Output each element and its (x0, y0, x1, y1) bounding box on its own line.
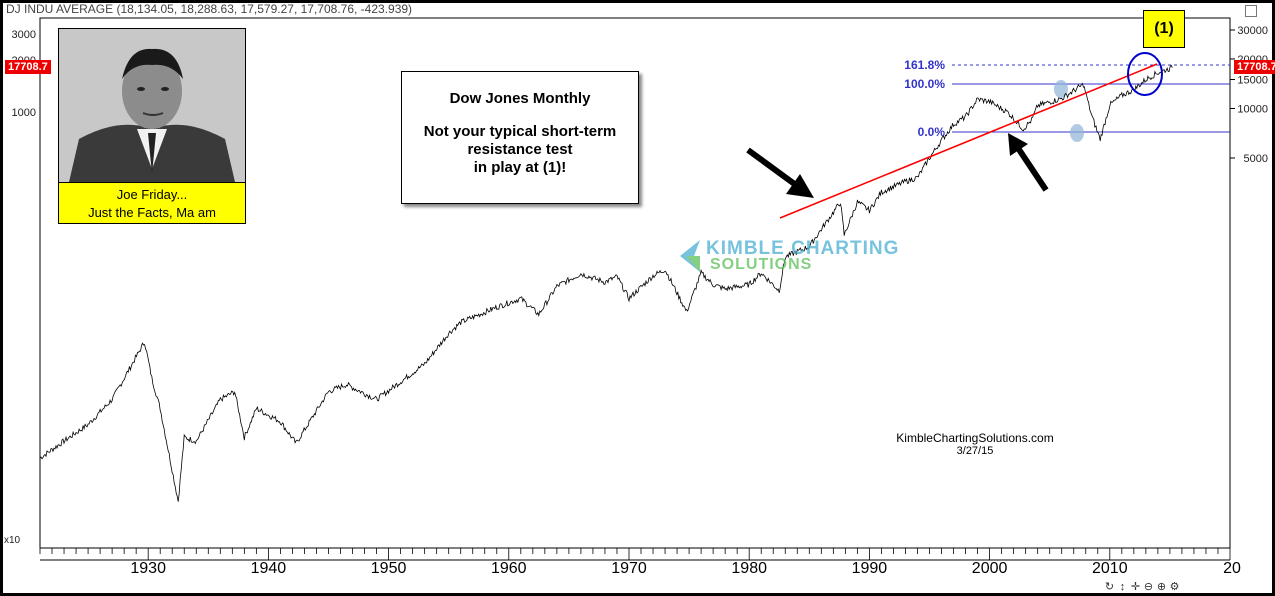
callout-line-2: resistance test (467, 141, 573, 158)
arrow-1987 (746, 147, 814, 198)
arrow-2002-shaft (1015, 146, 1049, 192)
target-circle (1127, 52, 1163, 96)
fib-100-label: 100.0% (904, 77, 945, 91)
x-tick-label: 1980 (731, 560, 767, 577)
caption-line-2: Just the Facts, Ma am (88, 205, 216, 220)
x-tick-label: 1950 (371, 560, 407, 577)
x-tick-label: 1960 (491, 560, 527, 577)
window-icon[interactable] (1245, 5, 1257, 17)
resize-icon[interactable]: ↕ (1119, 581, 1128, 593)
portrait-eye-left (137, 87, 145, 91)
move-icon[interactable]: ✛ (1130, 581, 1143, 593)
arrow-2002 (1008, 133, 1049, 192)
portrait-drawing (59, 29, 245, 182)
x-multiplier-label: x10 (4, 535, 21, 546)
resistance-trendline (779, 63, 1158, 219)
x-tick-label: 1970 (611, 560, 647, 577)
arrow-2002-head (1008, 133, 1028, 156)
price-tag-right: 17708.7 (1234, 60, 1275, 74)
peak-2007-highlight (1054, 80, 1068, 98)
x-tick-label: 2010 (1092, 560, 1128, 577)
fib-161-label: 161.8% (904, 58, 945, 72)
low-2009-highlight (1070, 124, 1084, 142)
target-badge: (1) (1143, 10, 1185, 48)
right-axis-ticks: 300002000015000100005000 (1230, 25, 1268, 165)
site-name: KimbleChartingSolutions.com (896, 431, 1054, 445)
photo-panel: Joe Friday... Just the Facts, Ma am (58, 28, 246, 224)
refresh-icon[interactable]: ↻ (1104, 581, 1117, 593)
zoom-in-icon[interactable]: ⊕ (1156, 581, 1169, 593)
portrait-tie (148, 133, 156, 174)
fib-0-label: 0.0% (918, 125, 946, 139)
photo-caption: Joe Friday... Just the Facts, Ma am (59, 182, 245, 223)
watermark-logo: KIMBLE CHARTING SOLUTIONS (676, 236, 898, 274)
arrow-1987-shaft (746, 147, 802, 191)
callout-title: Dow Jones Monthly (449, 90, 591, 107)
zoom-out-icon[interactable]: ⊖ (1143, 581, 1156, 593)
x-tick-label: 20 (1223, 560, 1241, 577)
settings-icon[interactable]: ⚙ (1169, 581, 1182, 593)
watermark-line-2: SOLUTIONS (710, 256, 813, 273)
watermark-line-1: KIMBLE CHARTING (706, 238, 900, 259)
portrait-image (59, 29, 245, 182)
right-tick-label: 30000 (1237, 25, 1268, 37)
price-series-line (39, 64, 1173, 502)
x-minor-ticks (39, 548, 1231, 560)
chart-header: DJ INDU AVERAGE (18,134.05, 18,288.63, 1… (6, 2, 413, 16)
site-credit: KimbleChartingSolutions.com 3/27/15 (880, 431, 1070, 457)
portrait-head (122, 53, 182, 129)
callout-box: Dow Jones Monthly Not your typical short… (401, 71, 639, 204)
logo-chevron-bottom (686, 256, 700, 272)
callout-line-3: in play at (1)! (473, 159, 567, 176)
arrow-1987-head (786, 174, 814, 198)
right-tick-label: 5000 (1244, 153, 1268, 165)
right-tick-label: 10000 (1237, 103, 1268, 115)
left-axis-ticks: 300020001000 (12, 29, 36, 119)
portrait-hair (122, 48, 183, 79)
chart-toolbar: ↻ ↕ ✛ ⊖ ⊕⚙ (1104, 580, 1272, 594)
caption-line-1: Joe Friday... (116, 187, 188, 202)
callout-body: Not your typical short-term resistance t… (402, 123, 638, 177)
portrait-mouth (142, 112, 164, 116)
x-tick-label: 2000 (972, 560, 1008, 577)
portrait-eye-right (161, 87, 169, 91)
logo-chevron-icon (680, 240, 700, 272)
right-tick-label: 15000 (1237, 75, 1268, 87)
x-tick-labels: 1930 1940 1950 1960 1970 1980 1990 2000 2010 20 (130, 560, 1241, 577)
left-tick-label: 3000 (12, 29, 36, 41)
left-tick-label: 1000 (12, 107, 36, 119)
price-tag-left: 17708.7 (5, 60, 51, 74)
x-tick-label: 1930 (130, 560, 166, 577)
x-tick-label: 1940 (251, 560, 287, 577)
callout-line-1: Not your typical short-term (423, 123, 617, 140)
site-date: 3/27/15 (956, 445, 994, 457)
x-tick-label: 1990 (852, 560, 888, 577)
